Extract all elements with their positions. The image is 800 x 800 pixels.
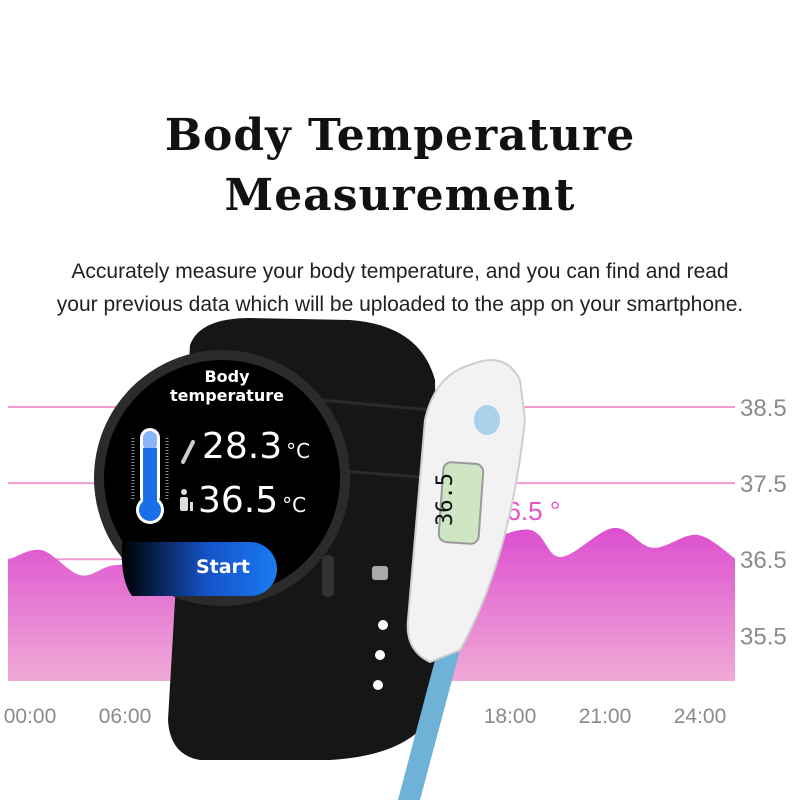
ambient-temp-value: 28.3 xyxy=(202,426,283,467)
subtitle-line2: your previous data which will be uploade… xyxy=(56,293,744,316)
x-tick-label: 24:00 xyxy=(674,705,727,728)
x-tick-label: 21:00 xyxy=(579,705,632,728)
person-icon xyxy=(180,489,193,511)
y-tick-label: 38.5 xyxy=(740,395,787,422)
y-tick-label: 36.5 xyxy=(740,547,787,574)
side-button[interactable] xyxy=(322,555,334,597)
x-tick-label: 06:00 xyxy=(99,705,152,728)
watch-screen xyxy=(104,360,340,596)
thermometer-display: 36.5 xyxy=(433,473,458,526)
pen-probe-icon xyxy=(181,440,195,464)
y-tick-label: 37.5 xyxy=(740,471,787,498)
body-temp-value: 36.5 xyxy=(198,480,279,521)
ambient-temp-unit: °C xyxy=(286,439,311,463)
start-button-label[interactable]: Start xyxy=(195,556,251,578)
page-title-line2: Measurement xyxy=(224,170,576,221)
thermometer-icon xyxy=(131,428,169,524)
body-temp-unit: °C xyxy=(282,493,307,517)
start-button[interactable] xyxy=(121,542,277,596)
subtitle-line1: Accurately measure your body temperature… xyxy=(71,260,729,283)
ambient-temp-row: 28.3 °C xyxy=(202,426,310,467)
y-tick-label: 35.5 xyxy=(740,623,787,650)
x-tick-label: 00:00 xyxy=(4,705,57,728)
screen-title-line1: Body xyxy=(204,367,250,386)
body-temp-row: 36.5 °C xyxy=(198,480,306,521)
screen-title-line2: temperature xyxy=(170,386,284,405)
page-title-line1: Body Temperature xyxy=(164,110,636,161)
x-tick-label: 18:00 xyxy=(484,705,537,728)
